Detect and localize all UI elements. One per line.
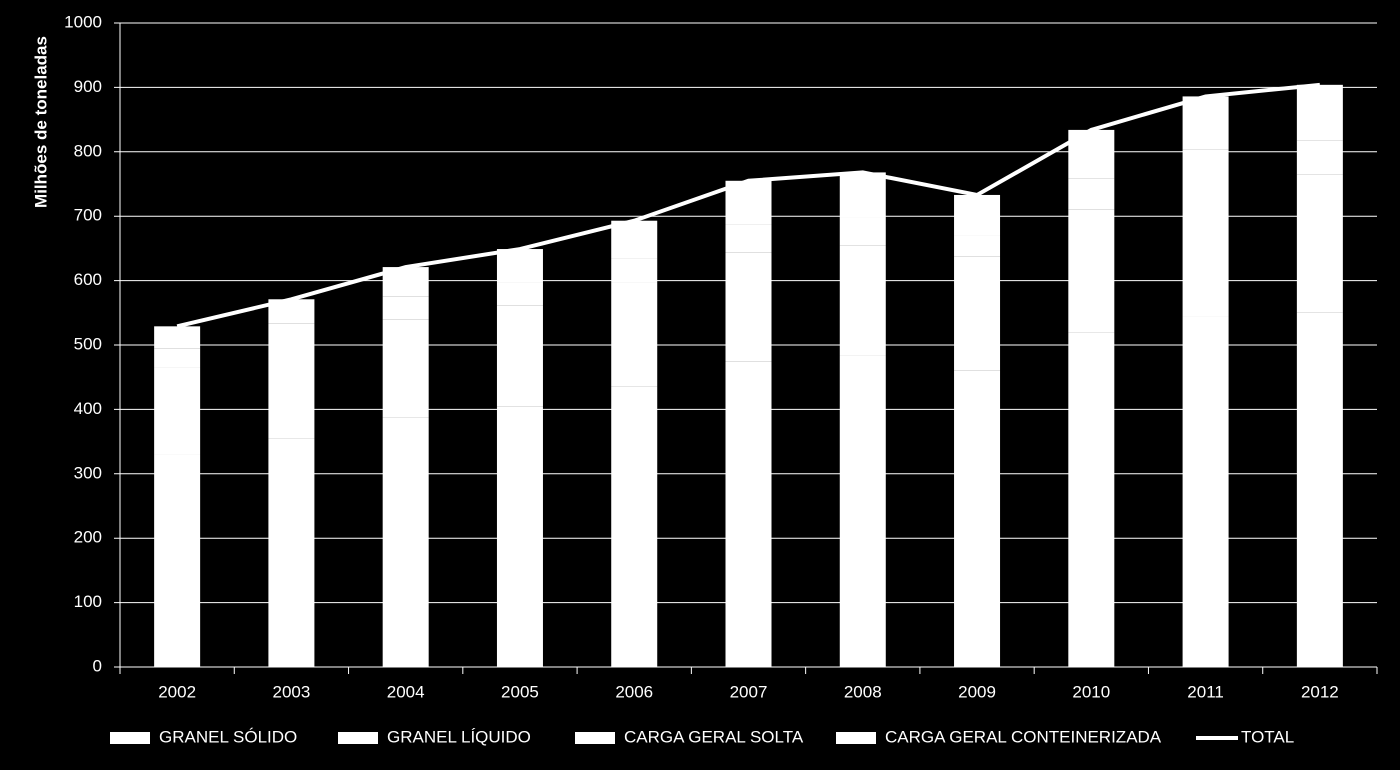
bar-segment — [496, 406, 543, 667]
bar-segment — [496, 249, 543, 283]
bar-segment — [1182, 96, 1229, 150]
y-tick-label: 500 — [74, 334, 102, 353]
y-axis-label: Milhões de toneladas — [31, 36, 50, 208]
legend-label: CARGA GERAL CONTEINERIZADA — [885, 727, 1162, 746]
bar-segment — [1296, 84, 1343, 141]
bar-segment — [954, 194, 1001, 236]
x-tick-label: 2005 — [501, 682, 539, 701]
y-tick-label: 700 — [74, 206, 102, 225]
x-tick-label: 2010 — [1072, 682, 1110, 701]
y-tick-label: 0 — [93, 656, 102, 675]
legend-swatch — [836, 732, 876, 744]
legend-label: GRANEL SÓLIDO — [159, 727, 297, 746]
bar-segment — [839, 245, 886, 356]
bar-segment — [839, 172, 886, 218]
y-tick-label: 900 — [74, 77, 102, 96]
x-tick-label: 2003 — [272, 682, 310, 701]
x-tick-label: 2002 — [158, 682, 196, 701]
legend-swatch — [338, 732, 378, 744]
legend-label: GRANEL LÍQUIDO — [387, 727, 531, 746]
bar-segment — [382, 319, 429, 418]
bar-segment — [1182, 149, 1229, 184]
bar-segment — [1182, 184, 1229, 317]
bar-segment — [1296, 140, 1343, 175]
bar-segment — [725, 224, 772, 253]
x-tick-label: 2004 — [387, 682, 425, 701]
bar-segment — [954, 370, 1001, 667]
bar-segment — [954, 256, 1001, 371]
x-tick-label: 2012 — [1301, 682, 1339, 701]
bar-segment — [1068, 209, 1115, 333]
bar-segment — [611, 258, 658, 283]
bar-segment — [725, 361, 772, 667]
bar-segment — [496, 305, 543, 407]
bar-segment — [154, 326, 201, 349]
bar-segment — [611, 220, 658, 259]
x-tick-label: 2009 — [958, 682, 996, 701]
y-tick-label: 400 — [74, 399, 102, 418]
bar-segment — [154, 348, 201, 368]
bar-segment — [1296, 312, 1343, 667]
bar-segment — [382, 417, 429, 667]
bar-segment — [1068, 332, 1115, 667]
bar-segment — [268, 438, 315, 667]
x-tick-label: 2008 — [844, 682, 882, 701]
total-line — [176, 82, 1321, 329]
y-tick-label: 1000 — [64, 12, 102, 31]
x-tick-label: 2007 — [730, 682, 768, 701]
bar-segment — [268, 323, 315, 345]
y-tick-label: 200 — [74, 528, 102, 547]
legend-label: CARGA GERAL SOLTA — [624, 727, 804, 746]
legend-swatch — [110, 732, 150, 744]
bar-segment — [1296, 174, 1343, 313]
legend-swatch — [575, 732, 615, 744]
bar-segment — [611, 282, 658, 387]
y-tick-label: 600 — [74, 270, 102, 289]
bar-segment — [954, 235, 1001, 257]
y-tick-label: 100 — [74, 592, 102, 611]
bar-segment — [611, 386, 658, 667]
bar-segment — [268, 345, 315, 439]
bar-segment — [839, 355, 886, 667]
x-tick-label: 2006 — [615, 682, 653, 701]
bar-segment — [382, 296, 429, 320]
x-tick-label: 2011 — [1187, 682, 1224, 701]
bar-segment — [154, 454, 201, 667]
bar-segment — [496, 282, 543, 306]
bar-segment — [839, 217, 886, 246]
bar-segment — [1068, 178, 1115, 210]
y-tick-label: 800 — [74, 141, 102, 160]
y-tick-label: 300 — [74, 463, 102, 482]
bar-segment — [154, 367, 201, 455]
legend-label: TOTAL — [1241, 727, 1294, 746]
bar-segment — [725, 252, 772, 362]
bar-segment — [1182, 316, 1229, 667]
